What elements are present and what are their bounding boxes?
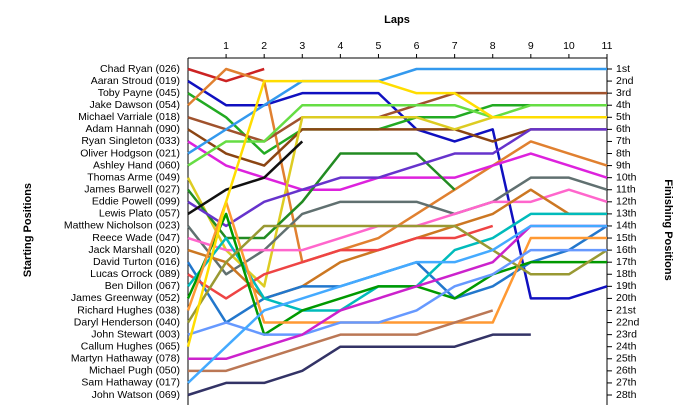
chart-title: Laps [384,14,410,26]
series-line [187,67,608,264]
y-tick-label: 19th [616,280,637,292]
y-tick-label: 5th [616,111,631,123]
series-line [186,200,607,324]
series-line [187,67,265,83]
x-tick-label: 8 [490,40,496,52]
y-tick-label: 27th [616,377,637,389]
series-line [187,67,607,155]
y-axis-label-left: Starting Positions [22,183,34,277]
legend-label: James Barwell (027) [84,184,180,196]
legend-label: Oliver Hodgson (021) [80,147,180,159]
legend-label: Lucas Orrock (089) [90,268,180,280]
y-axis-label-right: Finishing Positions [662,179,674,280]
y-tick-label: 21st [616,304,636,316]
legend-label: Martyn Hathaway (078) [71,353,180,365]
series-line [186,79,607,348]
x-tick-label: 2 [261,40,267,52]
y-tick-label: 18th [616,268,637,280]
y-tick-label: 10th [616,171,637,183]
legend-label: Matthew Nicholson (023) [64,220,180,232]
x-tick-label: 10 [563,40,575,52]
legend-label: Thomas Arme (049) [87,171,180,183]
series-line [186,224,608,324]
legend-label: Richard Hughes (038) [77,304,180,316]
y-tick-label: 20th [616,292,637,304]
legend-label: Michael Pugh (050) [89,365,180,377]
x-tick-label: 4 [337,40,343,52]
y-tick-label: 1st [616,63,630,75]
y-tick-label: 9th [616,159,631,171]
y-tick-label: 7th [616,135,631,147]
legend-label: Chad Ryan (026) [100,63,180,75]
y-tick-label: 3rd [616,87,631,99]
x-tick-label: 5 [376,40,382,52]
y-tick-label: 26th [616,365,637,377]
series-line [187,128,607,228]
y-tick-label: 17th [616,256,637,268]
legend-label: Toby Payne (045) [98,87,180,99]
legend-label: Ben Dillon (067) [105,280,180,292]
series-line [187,248,607,336]
y-tick-label: 28th [616,389,637,401]
legend-label: Reece Wade (047) [92,232,180,244]
series-line [187,140,608,191]
legend-label: Daryl Henderson (040) [74,316,180,328]
legend-label: James Greenway (052) [71,292,180,304]
series-line [188,309,494,373]
y-tick-label: 6th [616,123,631,135]
y-tick-label: 23rd [616,328,637,340]
y-tick-label: 15th [616,232,637,244]
y-tick-label: 25th [616,353,637,365]
legend-label: John Stewart (003) [91,328,180,340]
series-line [187,333,531,397]
legend-label: David Turton (016) [93,256,180,268]
series-line [186,212,607,336]
series-line [187,103,607,167]
x-tick-label: 11 [602,40,613,52]
y-tick-label: 4th [616,99,631,111]
legend-label: Jack Marshall (020) [88,244,180,256]
y-tick-label: 14th [616,220,637,232]
series-line [187,224,494,300]
legend-label: Adam Hannah (090) [85,123,180,135]
legend-label: Ashley Hand (060) [93,159,180,171]
y-tick-label: 2nd [616,75,634,87]
series-line [187,176,608,276]
legend-label: Michael Varriale (018) [78,111,180,123]
legend-label: Aaran Stroud (019) [91,75,180,87]
series-line [187,91,607,143]
y-tick-label: 22nd [616,316,640,328]
series-line [187,224,607,384]
x-tick-label: 1 [223,40,229,52]
y-tick-label: 24th [616,340,637,352]
x-tick-label: 6 [414,40,420,52]
legend-label: Jake Dawson (054) [90,99,180,111]
series-line [187,128,607,167]
legend-label: Sam Hathaway (017) [81,377,180,389]
y-tick-label: 13th [616,208,637,220]
legend-label: Ryan Singleton (033) [81,135,180,147]
y-tick-label: 8th [616,147,631,159]
x-tick-label: 3 [299,40,305,52]
x-tick-label: 9 [528,40,534,52]
legend-label: John Watson (069) [92,389,180,401]
legend-label: Lewis Plato (057) [99,208,180,220]
y-tick-label: 16th [616,244,637,256]
series-line [187,140,304,215]
legend-label: Eddie Powell (099) [92,196,180,208]
y-tick-label: 12th [616,196,637,208]
x-tick-label: 7 [452,40,458,52]
y-tick-label: 11th [616,184,636,196]
legend-label: Callum Hughes (065) [81,340,180,352]
